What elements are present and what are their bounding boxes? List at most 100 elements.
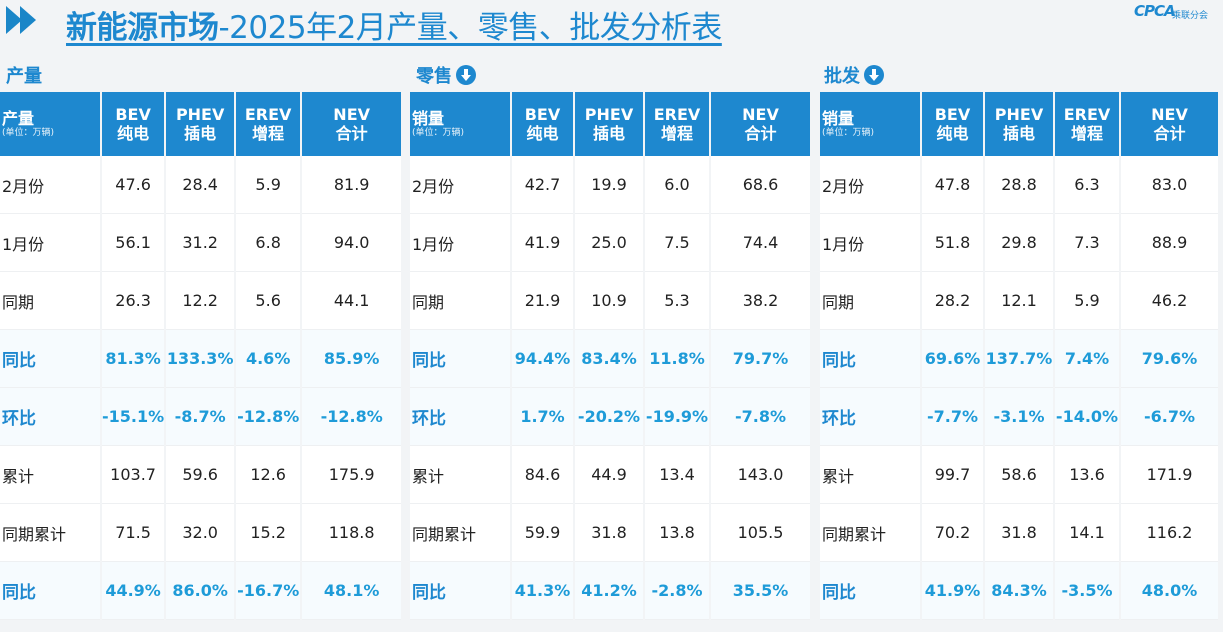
title-rest: -2025年2月产量、零售、批发分析表	[218, 10, 723, 46]
header-phev-label: PHEV	[584, 105, 634, 124]
value-cell-bev: 59.9	[512, 504, 573, 562]
header-bev-sub: 纯电	[117, 124, 150, 143]
header-erev: EREV 增程	[645, 92, 709, 156]
value-cell-bev: 94.4%	[512, 330, 573, 388]
value-cell-phev: 58.6	[985, 446, 1053, 504]
value-cell-bev: 47.8	[922, 156, 983, 214]
value-cell-nev: 175.9	[302, 446, 402, 504]
row-label: 累计	[820, 446, 920, 504]
value-cell-erev: -19.9%	[645, 388, 709, 446]
value-cell-phev: 83.4%	[575, 330, 643, 388]
row-label: 同期累计	[0, 504, 100, 562]
value-cell-nev: 48.1%	[302, 562, 402, 620]
value-cell-bev: 84.6	[512, 446, 573, 504]
row-label: 环比	[0, 388, 100, 446]
section-title: 产量	[6, 62, 42, 88]
title-bold: 新能源市场	[66, 10, 219, 46]
row-label: 1月份	[820, 214, 920, 272]
value-cell-nev: 79.6%	[1121, 330, 1218, 388]
header-unit: (单位：万辆)	[2, 128, 55, 138]
header-phev-sub: 插电	[184, 124, 217, 143]
retail-table: 销量 (单位：万辆) BEV 纯电 PHEV 插电 EREV 增程 NEV 合计 2月份 4…	[408, 92, 812, 620]
section-title-text: 批发	[824, 66, 860, 87]
header-metric: 销量 (单位：万辆)	[410, 92, 510, 156]
value-cell-bev: -15.1%	[102, 388, 165, 446]
section-title-text: 零售	[416, 66, 452, 87]
value-cell-erev: 6.3	[1055, 156, 1119, 214]
page-title: 新能源市场-2025年2月产量、零售、批发分析表	[66, 2, 722, 47]
value-cell-erev: 6.8	[236, 214, 301, 272]
table-row: 同比 81.3% 133.3% 4.6% 85.9%	[0, 330, 402, 388]
row-label: 环比	[820, 388, 920, 446]
header-nev: NEV 合计	[711, 92, 810, 156]
value-cell-bev: 41.9%	[922, 562, 983, 620]
value-cell-nev: -7.8%	[711, 388, 810, 446]
value-cell-phev: 84.3%	[985, 562, 1053, 620]
table-row: 同比 69.6% 137.7% 7.4% 79.6%	[820, 330, 1218, 388]
value-cell-bev: -7.7%	[922, 388, 983, 446]
value-cell-nev: 88.9	[1121, 214, 1218, 272]
header-nev-sub: 合计	[1153, 124, 1186, 143]
logo-mark: CPCA	[1134, 2, 1176, 20]
row-label: 环比	[410, 388, 510, 446]
double-chevron-right-icon	[6, 6, 36, 34]
header-phev: PHEV 插电	[575, 92, 643, 156]
value-cell-nev: 38.2	[711, 272, 810, 330]
value-cell-phev: 28.4	[166, 156, 235, 214]
value-cell-nev: 81.9	[302, 156, 402, 214]
value-cell-nev: -6.7%	[1121, 388, 1218, 446]
value-cell-phev: -8.7%	[166, 388, 235, 446]
row-label: 1月份	[410, 214, 510, 272]
value-cell-erev: 4.6%	[236, 330, 301, 388]
header-nev: NEV 合计	[1121, 92, 1218, 156]
header-nev-label: NEV	[742, 105, 779, 124]
value-cell-bev: 21.9	[512, 272, 573, 330]
header-erev: EREV 增程	[1055, 92, 1119, 156]
table-row: 环比 1.7% -20.2% -19.9% -7.8%	[410, 388, 810, 446]
row-label: 同期	[410, 272, 510, 330]
arrow-down-circle-icon	[864, 65, 884, 85]
row-label: 同比	[820, 330, 920, 388]
table-row: 同期累计 70.2 31.8 14.1 116.2	[820, 504, 1218, 562]
row-label: 同比	[410, 330, 510, 388]
value-cell-erev: -3.5%	[1055, 562, 1119, 620]
header-bev-sub: 纯电	[936, 124, 969, 143]
table-row: 同比 41.3% 41.2% -2.8% 35.5%	[410, 562, 810, 620]
value-cell-phev: 29.8	[985, 214, 1053, 272]
table-row: 1月份 41.9 25.0 7.5 74.4	[410, 214, 810, 272]
value-cell-erev: 13.6	[1055, 446, 1119, 504]
header-metric-label: 销量	[412, 109, 445, 128]
header-erev-label: EREV	[244, 105, 292, 124]
row-label: 同比	[820, 562, 920, 620]
header-erev: EREV 增程	[236, 92, 301, 156]
table-row: 2月份 47.6 28.4 5.9 81.9	[0, 156, 402, 214]
header-nev: NEV 合计	[302, 92, 402, 156]
table-row: 1月份 51.8 29.8 7.3 88.9	[820, 214, 1218, 272]
value-cell-erev: 5.9	[1055, 272, 1119, 330]
value-cell-nev: 94.0	[302, 214, 402, 272]
table-row: 同期 26.3 12.2 5.6 44.1	[0, 272, 402, 330]
value-cell-bev: 69.6%	[922, 330, 983, 388]
header-unit: (单位：万辆)	[412, 128, 465, 138]
row-label: 2月份	[0, 156, 100, 214]
header-erev-label: EREV	[653, 105, 701, 124]
row-label: 累计	[410, 446, 510, 504]
table-row: 2月份 42.7 19.9 6.0 68.6	[410, 156, 810, 214]
header-bev: BEV 纯电	[922, 92, 983, 156]
value-cell-nev: 35.5%	[711, 562, 810, 620]
value-cell-phev: 19.9	[575, 156, 643, 214]
value-cell-phev: -20.2%	[575, 388, 643, 446]
value-cell-bev: 44.9%	[102, 562, 165, 620]
table-row: 累计 99.7 58.6 13.6 171.9	[820, 446, 1218, 504]
value-cell-erev: 15.2	[236, 504, 301, 562]
header-nev-sub: 合计	[744, 124, 777, 143]
header-phev-sub: 插电	[1002, 124, 1035, 143]
value-cell-nev: 79.7%	[711, 330, 810, 388]
value-cell-erev: 12.6	[236, 446, 301, 504]
value-cell-erev: 11.8%	[645, 330, 709, 388]
value-cell-nev: 118.8	[302, 504, 402, 562]
row-label: 累计	[0, 446, 100, 504]
section-title: 批发	[824, 62, 884, 88]
section-title: 零售	[416, 62, 476, 88]
value-cell-bev: 41.3%	[512, 562, 573, 620]
